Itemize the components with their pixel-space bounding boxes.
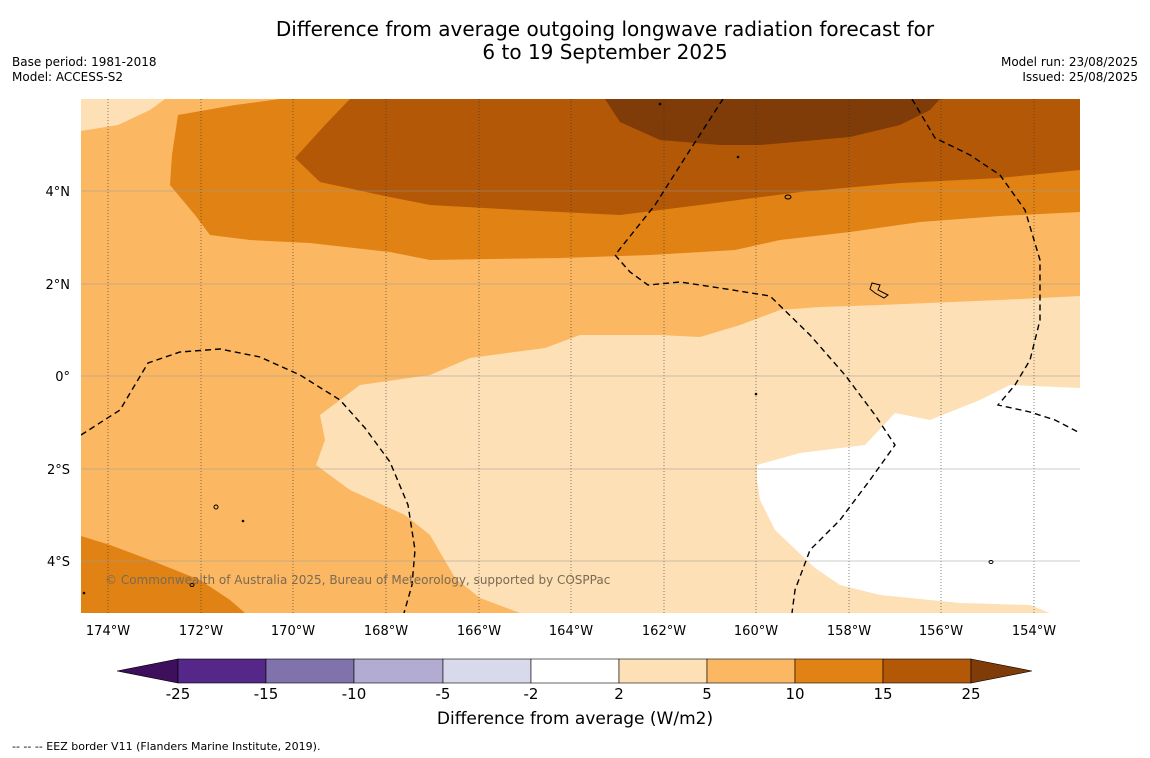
eez-footnote: -- -- -- EEZ border V11 (Flanders Marine… [12, 740, 321, 753]
lon-label: 170°W [271, 624, 315, 639]
lon-label: 164°W [549, 624, 593, 639]
model-run-date: Model run: 23/08/2025 [1000, 55, 1138, 69]
longitude-labels: 174°W 172°W 170°W 168°W 166°W 164°W 162°… [86, 624, 1056, 639]
colorbar-bin [882, 658, 972, 684]
lon-label: 168°W [364, 624, 408, 639]
lat-label: 4°N [46, 185, 71, 200]
colorbar-extend-high [970, 658, 1033, 684]
lon-label: 154°W [1012, 624, 1056, 639]
lon-label: 166°W [457, 624, 501, 639]
band-above-25 [605, 99, 940, 145]
lat-label: 2°S [47, 463, 70, 478]
latitude-gridlines [81, 190, 1080, 562]
colorbar-bin [353, 658, 444, 684]
colorbar-tick-label: -10 [342, 685, 367, 703]
colorbar-ticks: -25 -15 -10 -5 -2 2 5 10 15 25 [166, 685, 981, 703]
lon-label: 162°W [642, 624, 686, 639]
colorbar-tick-label: 10 [785, 685, 804, 703]
colorbar-tick-label: -5 [436, 685, 451, 703]
lat-label: 4°S [47, 555, 70, 570]
lon-label: 160°W [734, 624, 778, 639]
colorbar-tick-label: 5 [702, 685, 712, 703]
model-info: Base period: 1981-2018 Model: ACCESS-S2 [12, 55, 157, 85]
title-line-2: 6 to 19 September 2025 [482, 40, 728, 64]
colorbar-tick-label: 15 [873, 685, 892, 703]
colorbar-bin [265, 658, 355, 684]
lon-label: 174°W [86, 624, 130, 639]
anomaly-field [81, 99, 1080, 613]
colorbar-bin [706, 658, 796, 684]
islands [82, 102, 994, 595]
eez-borders [81, 99, 1079, 613]
band-10-to-15-southwest [81, 536, 245, 613]
lon-label: 172°W [179, 624, 223, 639]
lon-label: 156°W [919, 624, 963, 639]
colorbar-tick-label: -25 [166, 685, 191, 703]
colorbar-title: Difference from average (W/m2) [436, 709, 714, 729]
model-name: Model: ACCESS-S2 [12, 70, 124, 84]
lat-label: 0° [55, 370, 70, 385]
lat-label: 2°N [46, 278, 71, 293]
colorbar-bin [794, 658, 884, 684]
issued-date: Issued: 25/08/2025 [1022, 70, 1138, 84]
colorbar-tick-label: -2 [524, 685, 539, 703]
band-minus2-to-2 [757, 385, 1080, 613]
lon-label: 158°W [827, 624, 871, 639]
colorbar-tick-label: 25 [961, 685, 980, 703]
latitude-labels: 4°N 2°N 0° 2°S 4°S [46, 185, 71, 570]
colorbar-bin [618, 658, 708, 684]
colorbar [116, 658, 1033, 684]
colorbar-bin [442, 658, 532, 684]
map-title: Difference from average outgoing longwav… [200, 18, 1010, 64]
title-line-1: Difference from average outgoing longwav… [275, 17, 935, 41]
colorbar-tick-label: -15 [254, 685, 279, 703]
colorbar-extend-low [116, 658, 179, 684]
base-period: Base period: 1981-2018 [12, 55, 157, 69]
run-info: Model run: 23/08/2025 Issued: 25/08/2025 [1001, 55, 1138, 85]
colorbar-bin [530, 658, 620, 684]
colorbar-bin [177, 658, 267, 684]
copyright-text: © Commonwealth of Australia 2025, Bureau… [105, 573, 610, 587]
band-2-to-5-topleft [81, 99, 165, 131]
colorbar-tick-label: 2 [614, 685, 624, 703]
